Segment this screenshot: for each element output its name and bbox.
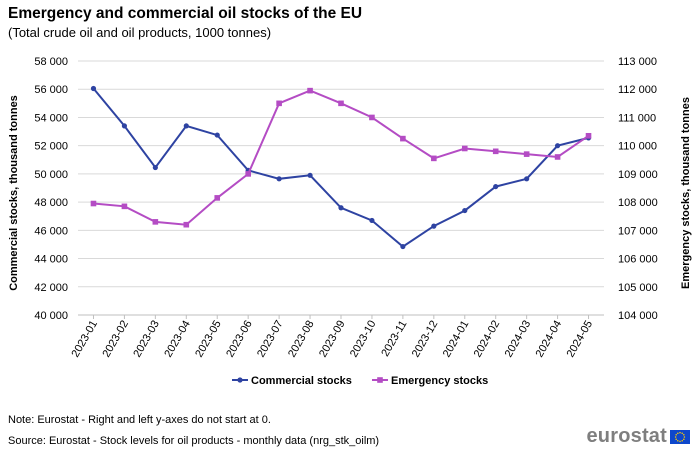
x-tick-label: 2023-08 — [286, 319, 317, 360]
emergency-stocks-point — [90, 200, 97, 207]
commercial-stocks-point — [554, 143, 561, 149]
emergency-stocks-point — [276, 100, 282, 107]
y-right-tick-label: 110 000 — [618, 141, 657, 153]
x-tick-label: 2023-05 — [193, 319, 224, 360]
chart-subtitle: (Total crude oil and oil products, 1000 … — [8, 25, 272, 40]
emergency-stocks-point — [492, 148, 499, 155]
x-tick-label: 2023-04 — [162, 319, 193, 360]
eu-flag-star — [683, 435, 686, 438]
y-right-axis-title: Emergency stocks, thousand tonnes — [680, 97, 692, 289]
y-left-tick-label: 58 000 — [34, 56, 68, 68]
eu-flag-star — [677, 431, 679, 434]
footnote: Note: Eurostat - Right and left y-axes d… — [8, 414, 271, 426]
x-tick-label: 2024-04 — [534, 319, 565, 360]
eu-flag-star — [675, 433, 677, 436]
commercial-stocks-point — [431, 223, 437, 229]
eu-flag-background — [670, 429, 690, 444]
emergency-stocks-point — [121, 203, 128, 210]
eurostat-logo: eurostat — [586, 425, 690, 448]
eu-flag-icon — [670, 429, 690, 444]
eurostat-logo-text: eurostat — [586, 425, 667, 447]
x-tick-label: 2023-10 — [348, 319, 379, 360]
legend-emergency-stocks-marker — [377, 377, 383, 383]
emergency-stocks-point — [214, 195, 221, 201]
commercial-stocks-point — [462, 207, 468, 214]
y-right-tick-label: 105 000 — [618, 282, 658, 294]
x-tick-label: 2023-03 — [131, 319, 162, 360]
x-tick-label: 2024-02 — [472, 319, 503, 360]
emergency-stocks-point — [585, 132, 592, 139]
y-right-tick-label: 107 000 — [618, 225, 658, 237]
emergency-stocks-point — [152, 219, 159, 225]
x-tick-label: 2024-03 — [503, 319, 534, 360]
emergency-stocks-point — [307, 87, 313, 94]
y-left-tick-label: 40 000 — [34, 310, 68, 322]
commercial-stocks-point — [524, 176, 530, 182]
x-tick-label: 2023-06 — [224, 319, 255, 360]
x-tick-label: 2023-01 — [69, 319, 100, 360]
emergency-stocks-point — [554, 154, 561, 160]
x-tick-label: 2023-12 — [410, 319, 441, 360]
y-right-tick-label: 104 000 — [618, 310, 658, 322]
emergency-stocks-line — [93, 89, 590, 226]
emergency-stocks-point — [369, 114, 375, 121]
commercial-stocks-point — [400, 243, 406, 250]
y-left-tick-label: 44 000 — [34, 254, 68, 266]
eu-flag-star — [681, 431, 683, 434]
y-right-tick-label: 112 000 — [618, 84, 657, 96]
eu-flag-star — [674, 435, 677, 438]
x-tick-label: 2024-01 — [441, 319, 472, 360]
commercial-stocks-point — [90, 85, 97, 92]
emergency-stocks-point — [461, 145, 468, 152]
eu-flag-star — [683, 437, 685, 440]
emergency-stocks-point — [183, 221, 190, 228]
commercial-stocks-point — [338, 205, 344, 211]
y-left-tick-label: 54 000 — [34, 112, 68, 124]
x-tick-label: 2023-07 — [255, 319, 286, 360]
y-left-axis-title: Commercial stocks, thousand tonnes — [8, 95, 20, 291]
y-right-tick-label: 106 000 — [618, 254, 658, 266]
y-left-tick-label: 48 000 — [34, 197, 68, 209]
eu-flag-star — [683, 433, 685, 436]
emergency-stocks-point — [400, 135, 406, 142]
chart-title: Emergency and commercial oil stocks of t… — [8, 5, 363, 22]
source-note: Source: Eurostat - Stock levels for oil … — [8, 435, 380, 447]
line-chart: 40 000 104 000 42 000 105 000 44 000 106 000 4… — [8, 56, 692, 387]
x-tick-label: 2024-05 — [565, 319, 596, 360]
x-tick-label: 2023-09 — [317, 319, 348, 360]
emergency-stocks-point — [431, 155, 437, 162]
eu-flag-star — [677, 439, 679, 442]
commercial-stocks-point — [493, 183, 499, 190]
commercial-stocks-point — [369, 217, 375, 224]
x-tick-label: 2023-02 — [100, 319, 131, 360]
y-right-tick-label: 111 000 — [618, 112, 656, 124]
y-left-tick-label: 50 000 — [34, 169, 68, 181]
commercial-stocks-point — [121, 123, 128, 129]
y-right-tick-label: 109 000 — [618, 169, 658, 181]
eu-flag-star — [675, 437, 677, 440]
emergency-stocks-point — [338, 100, 344, 107]
emergency-stocks-point — [245, 171, 251, 177]
y-left-tick-label: 46 000 — [34, 225, 68, 237]
commercial-stocks-point — [307, 172, 313, 178]
y-left-tick-label: 52 000 — [34, 141, 68, 153]
legend-emergency-stocks-label: Emergency stocks — [391, 375, 488, 387]
eu-flag-star — [679, 440, 681, 442]
emergency-stocks-point — [523, 151, 530, 157]
commercial-stocks-point — [183, 123, 189, 129]
eu-flag-star — [679, 431, 681, 433]
y-right-tick-label: 113 000 — [618, 56, 657, 68]
x-tick-label: 2023-11 — [379, 319, 409, 359]
commercial-stocks-point — [276, 176, 282, 182]
y-right-tick-label: 108 000 — [618, 197, 658, 209]
commercial-stocks-point — [152, 164, 158, 171]
eu-flag-star — [681, 439, 683, 442]
legend-commercial-stocks-label: Commercial stocks — [251, 375, 352, 387]
y-left-tick-label: 42 000 — [34, 282, 68, 294]
y-left-tick-label: 56 000 — [34, 84, 68, 96]
legend-commercial-stocks-marker — [237, 377, 243, 383]
commercial-stocks-point — [214, 132, 220, 138]
